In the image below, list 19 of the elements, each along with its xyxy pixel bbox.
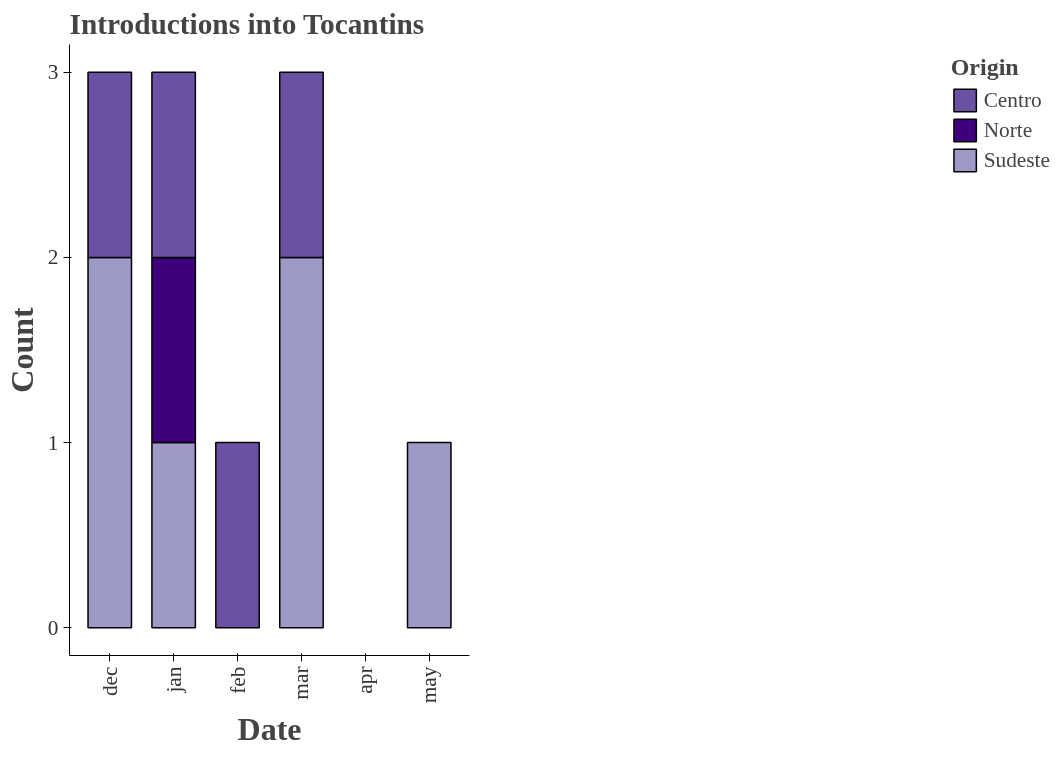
- x-tick-label: dec: [97, 666, 122, 697]
- x-tick-label: jan: [161, 666, 186, 694]
- y-tick-label: 1: [47, 430, 59, 455]
- y-tick-label: 2: [47, 245, 59, 270]
- x-tick-label: apr: [353, 666, 378, 694]
- legend-label: Norte: [983, 117, 1033, 143]
- y-tick-label: 0: [47, 615, 59, 640]
- x-tick-label: mar: [289, 666, 314, 700]
- legend-label: Sudeste: [983, 147, 1050, 173]
- x-tick-label: feb: [225, 666, 250, 694]
- x-axis-title: Date: [237, 711, 302, 748]
- y-axis-title: Count: [3, 306, 40, 393]
- chart-title: Introductions into Tocantins: [69, 7, 425, 40]
- y-tick-label: 3: [47, 60, 59, 85]
- bar: [215, 441, 261, 629]
- legend-label: Centro: [983, 87, 1042, 113]
- x-tick-label: may: [417, 666, 442, 704]
- bar: [406, 441, 452, 629]
- legend-title: Origin: [950, 54, 1020, 81]
